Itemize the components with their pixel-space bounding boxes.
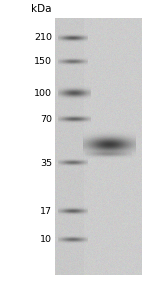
Text: 150: 150 — [34, 57, 52, 67]
Text: kDa: kDa — [32, 4, 52, 14]
Text: 17: 17 — [40, 207, 52, 215]
Text: 70: 70 — [40, 115, 52, 123]
Text: 35: 35 — [40, 158, 52, 168]
Text: 100: 100 — [34, 89, 52, 98]
Text: 10: 10 — [40, 235, 52, 245]
Text: 210: 210 — [34, 33, 52, 42]
